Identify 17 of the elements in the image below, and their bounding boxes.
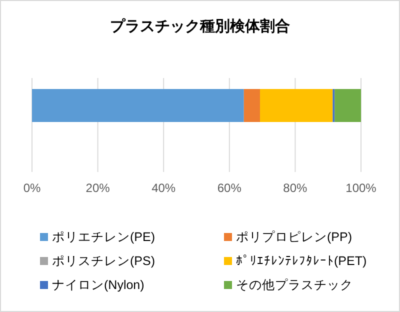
legend-label: その他プラスチック <box>236 278 353 292</box>
chart-title: プラスチック種別検体割合 <box>110 18 290 35</box>
x-tick-label: 100% <box>346 181 377 195</box>
bar <box>334 89 361 122</box>
x-tick-label: 20% <box>86 181 110 195</box>
bar <box>32 89 244 122</box>
legend-label: ポリエチレン(PE) <box>52 230 155 244</box>
legend-label: ナイロン(Nylon) <box>52 278 144 292</box>
x-tick-label: 0% <box>23 181 41 195</box>
x-tick-label: 60% <box>217 181 242 195</box>
legend-label: ポリスチレン(PS) <box>52 254 155 268</box>
x-tick-label: 80% <box>283 181 308 195</box>
bar <box>260 89 333 122</box>
bar <box>244 89 260 122</box>
x-tick-label: 40% <box>152 181 176 195</box>
legend-label: ポリプロピレン(PP) <box>236 230 352 244</box>
legend-label: ﾎﾟﾘｴﾁﾚﾝﾃﾚﾌﾀﾚｰﾄ(PET) <box>236 254 367 268</box>
